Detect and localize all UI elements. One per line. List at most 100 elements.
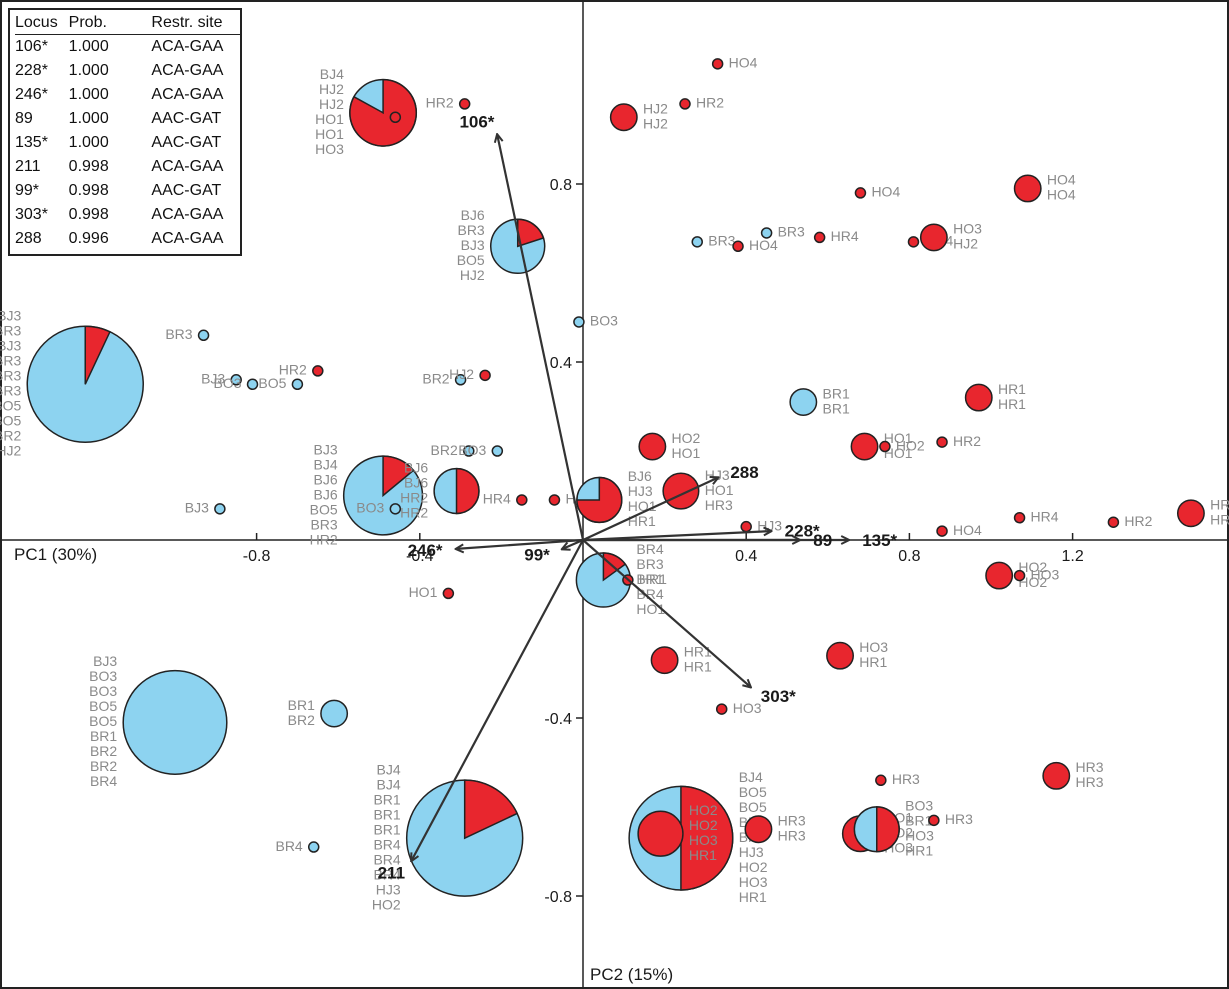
point-label: BO3 [590,313,618,329]
point-label: HR4 [831,228,859,244]
point-label: HR1 [689,847,717,863]
point-label: BR3 [708,233,735,249]
data-point: BJ3 [201,371,242,387]
point-bubble [985,561,1014,590]
point-label: HR1 [739,889,767,905]
point-label: BJ3 [93,653,117,669]
point-label: HJ2 [0,443,21,459]
point-label: HJ3 [705,467,730,483]
data-point: BO5 [258,375,304,391]
y-tick-label: 0.4 [550,355,572,372]
point-label: HO3 [905,828,934,844]
point-bubble [679,98,691,110]
point-label: HR4 [1031,509,1059,525]
point-label: BR2 [422,371,449,387]
point-label: BR4 [90,773,117,789]
point-label: HJ3 [628,483,653,499]
point-bubble [936,525,948,537]
point-bubble [711,58,724,70]
point-label: HO1 [705,482,734,498]
data-point [389,111,402,123]
point-label: BR1 [373,821,400,837]
data-point: BR3 [691,233,736,249]
legend-locus: 89 [15,110,33,127]
point-label: HR4 [1210,497,1229,513]
legend-header-locus: Locus [15,12,69,35]
point-label: HR3 [1075,774,1103,790]
point-label: BR4 [373,866,400,882]
point-label: HR1 [684,658,712,674]
point-bubble [637,810,684,857]
point-label: HR1 [905,843,933,859]
point-bubble [879,440,891,453]
pie-slice-red [680,785,734,891]
point-label: HR2 [310,531,338,547]
point-bubble [744,815,773,844]
point-bubble [454,374,467,386]
legend-locus: 99* [15,182,40,199]
point-bubble [691,236,703,248]
point-label: BR4 [373,851,400,867]
data-point: HR2 [936,433,981,449]
point-label: BO5 [0,398,21,414]
point-label: HJ2 [319,81,344,97]
point-bubble [662,472,700,510]
point-label: HO3 [859,639,888,655]
x-tick-label: 0.4 [735,548,757,565]
data-point: BR2 [422,371,467,387]
loading-arrow [563,538,584,549]
legend-site: AAC-GAT [151,134,222,151]
point-label: BR1 [373,806,400,822]
legend-site: ACA-GAA [151,230,224,247]
point-label: HO3 [689,832,718,848]
legend-locus: 211 [15,158,41,175]
point-label: BJ6 [314,486,338,502]
data-point: HO4 [732,237,778,253]
legend-header-site: Restr. site [151,12,240,35]
point-label: BR4 [275,838,302,854]
data-point: HO4 [711,55,758,71]
point-bubble [214,503,226,515]
loading-label: 99* [524,545,550,564]
point-label: HO1 [315,111,344,127]
point-label: BJ4 [320,66,344,82]
point-label: BO5 [739,799,767,815]
loading-arrow [457,538,584,549]
point-bubble [850,432,879,461]
point-label: HR3 [778,813,806,829]
point-label: HO1 [884,430,913,446]
point-label: BR3 [0,368,21,384]
point-label: BO5 [89,698,117,714]
data-point: BO3 [573,313,618,329]
legend-prob: 0.998 [68,158,109,175]
y-tick-label: 0.8 [550,177,572,194]
point-label: HO3 [739,874,768,890]
x-tick-label: 0.8 [898,548,920,565]
point-label: BJ6 [628,468,652,484]
point-label: HO2 [739,859,768,875]
point-label: BO5 [89,713,117,729]
point-label: HO3 [315,141,344,157]
point-label: BJ3 [461,237,485,253]
point-label: BR1 [823,385,850,401]
point-label: HO1 [884,445,913,461]
point-label: BO5 [457,252,485,268]
legend-row: 135* 1.000 AAC-GAT [15,131,240,155]
legend-site: AAC-GAT [151,110,222,127]
point-label: BR3 [165,326,192,342]
point-bubble [516,494,528,506]
data-point: HO3 [1013,566,1060,582]
point-label: HR3 [892,771,920,787]
point-label: BR1 [636,571,663,587]
point-label: BO5 [739,784,767,800]
